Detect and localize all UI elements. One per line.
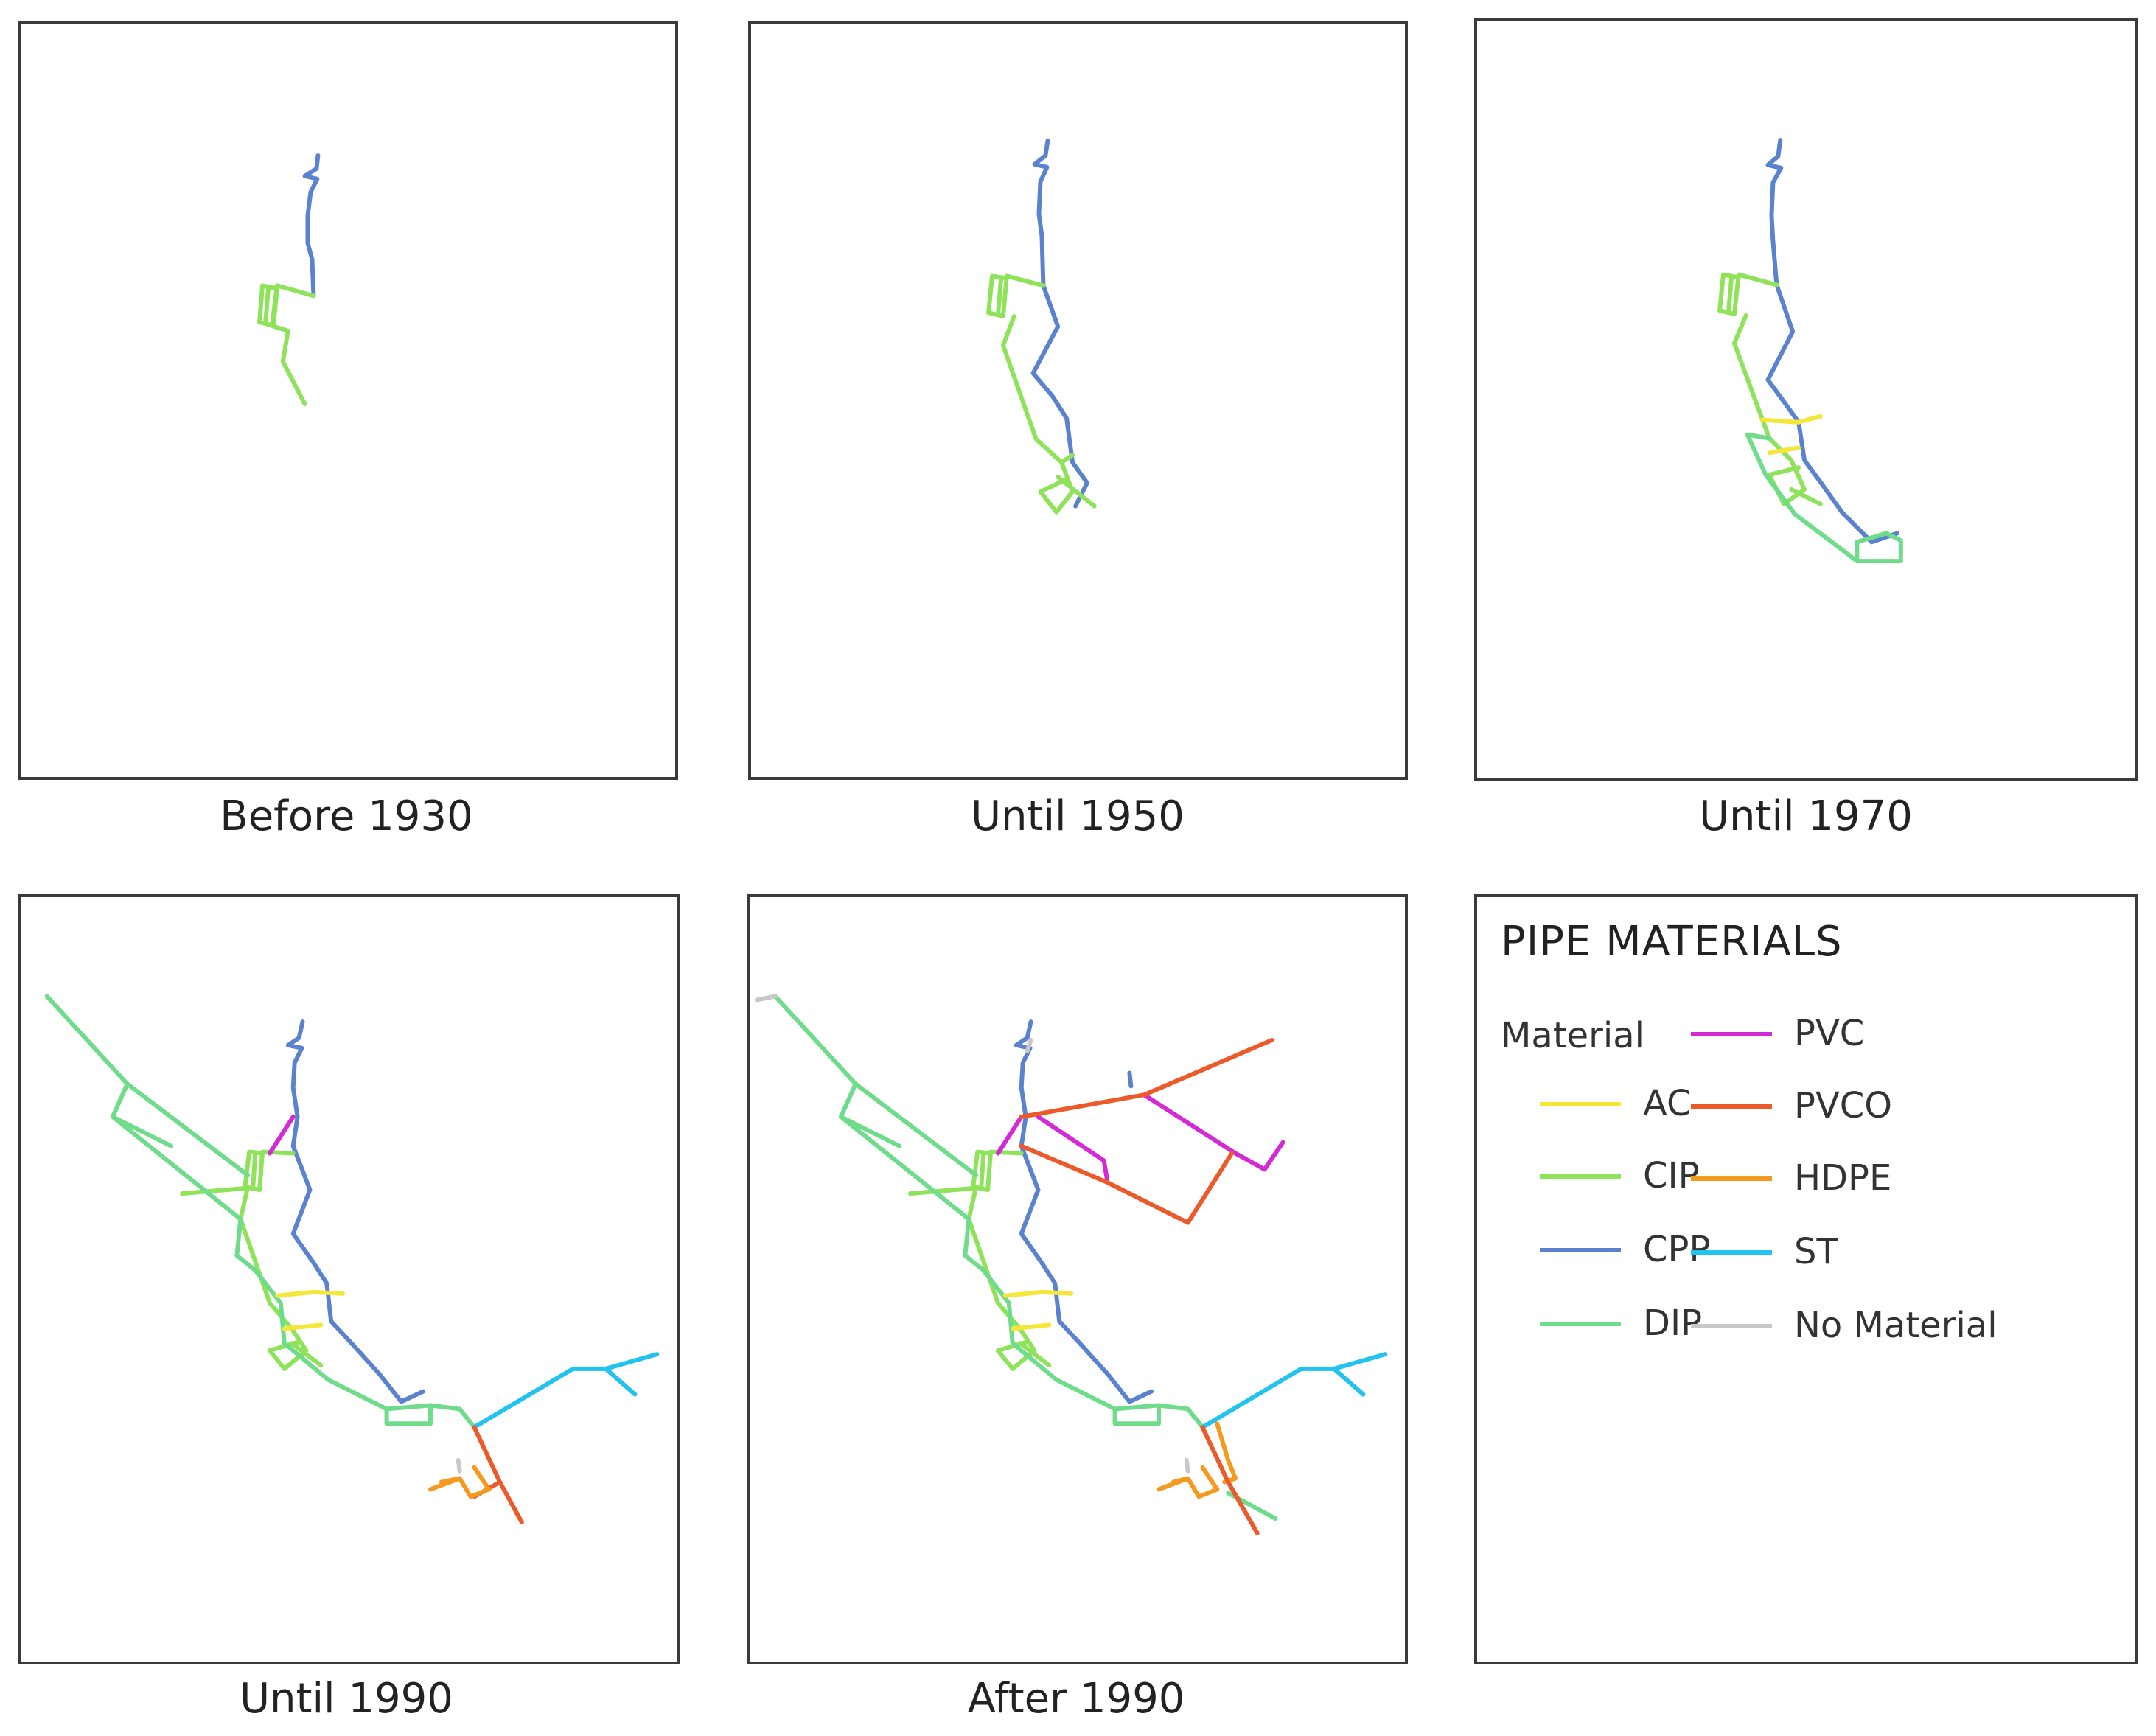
pipe-cpp [1765,138,1899,545]
pipe-cip [966,1185,1037,1371]
pipe-dip [838,1115,902,1148]
legend-label: AC [1643,1083,1692,1124]
pipe-ac [1759,414,1823,425]
legend-swatch [1691,1032,1772,1036]
pipe-ac [274,1289,346,1298]
map-panel-before-1930 [18,21,678,780]
pipe-ac [1002,1289,1074,1298]
panel-caption: Before 1930 [220,792,473,840]
legend-swatch [1540,1248,1621,1252]
pipe-dip [1112,1403,1161,1426]
pipe-cip [289,1341,324,1367]
panel-caption: Until 1970 [1699,792,1913,840]
pipe-dip [1745,432,1903,564]
legend-label: DIP [1643,1303,1703,1344]
network-map-before-1930 [257,153,321,406]
pipe-hdpe [1215,1421,1238,1485]
pipe-cip [1017,1341,1052,1367]
pipe-cip [257,283,279,328]
pipe-st [603,1366,638,1397]
legend-label: CPP [1643,1229,1711,1270]
pipe-cip [251,1152,258,1191]
pipe-hdpe [428,1476,462,1492]
network-map-after-1990 [754,994,1388,1535]
pipe-cip [1056,475,1097,509]
pipe-ac [1010,1322,1052,1331]
map-panel-until-1950 [748,21,1408,780]
pipe-none [1025,1037,1033,1053]
pipe-cip [1726,276,1734,316]
legend-subtitle: Material [1501,1015,1644,1056]
pipe-cpp [302,153,321,299]
panel-caption: After 1990 [967,1675,1185,1723]
network-map-until-1990 [44,994,660,1525]
pipe-ac [282,1322,324,1331]
pipe-st [472,1352,660,1430]
pipe-cip [908,1186,975,1196]
pipe-none [1184,1457,1190,1474]
legend-swatch [1540,1102,1621,1106]
pipe-cip [180,1186,247,1196]
pipe-dip [234,1216,477,1430]
legend-swatch [1540,1322,1621,1326]
legend-swatch [1691,1250,1772,1255]
pipe-cip [1000,314,1075,515]
map-panel-until-1990 [18,894,680,1664]
pipe-cpp [285,1019,426,1404]
legend-label: ST [1794,1231,1838,1272]
legend-swatch [1540,1174,1621,1179]
map-panel-after-1990 [747,894,1408,1664]
pipe-st [1200,1352,1388,1430]
pipe-cpp [1014,1019,1154,1404]
panel-caption: Until 1950 [971,792,1185,840]
pipe-none [754,994,778,1003]
pipe-pvc [1036,1115,1110,1185]
pipe-cip [238,1185,309,1371]
pipe-st [1331,1366,1366,1397]
legend-label: No Material [1794,1305,1998,1346]
panel-caption: Until 1990 [240,1675,453,1723]
pipe-dip [44,994,251,1178]
pipe-cip [996,277,1003,318]
pipe-dip [110,1081,243,1221]
legend-label: PVC [1794,1013,1865,1054]
pipe-cip [979,1152,986,1191]
legend-panel: PIPE MATERIALS Material AC CIP CPP DIP P… [1474,894,2138,1664]
pipe-dip [110,1115,174,1148]
pipe-ac [1767,445,1801,456]
pipe-pvc [995,1115,1024,1156]
pipe-cpp [1030,139,1089,509]
pipe-dip [384,1403,433,1426]
pipe-cip [263,286,271,326]
network-map-until-1970 [1717,138,1903,564]
pipe-cip [269,283,316,406]
pipe-pvco [1019,1037,1274,1119]
pipe-pvco [1019,1143,1235,1225]
pipe-pvc [1142,1092,1285,1172]
map-panel-until-1970 [1474,18,2138,781]
pipe-cip [1789,487,1823,506]
pipe-dip [772,994,979,1178]
pipe-hdpe [1157,1476,1190,1492]
legend-label: HDPE [1794,1157,1892,1199]
pipe-cip [1059,453,1075,465]
legend-label: PVCO [1794,1085,1893,1126]
pipe-cip [986,273,1046,319]
pipe-pvco [1200,1425,1260,1535]
legend-label: CIP [1643,1155,1700,1196]
pipe-dip [963,1216,1205,1430]
pipe-cpp [1127,1070,1134,1089]
legend-title: PIPE MATERIALS [1501,918,1843,966]
legend-swatch [1691,1324,1772,1328]
legend-swatch [1691,1176,1772,1181]
legend-swatch [1691,1104,1772,1109]
pipe-dip [838,1081,971,1221]
pipe-pvc [267,1115,296,1156]
network-map-until-1950 [986,139,1097,515]
pipe-cip [1731,313,1807,506]
pipe-none [456,1457,462,1474]
